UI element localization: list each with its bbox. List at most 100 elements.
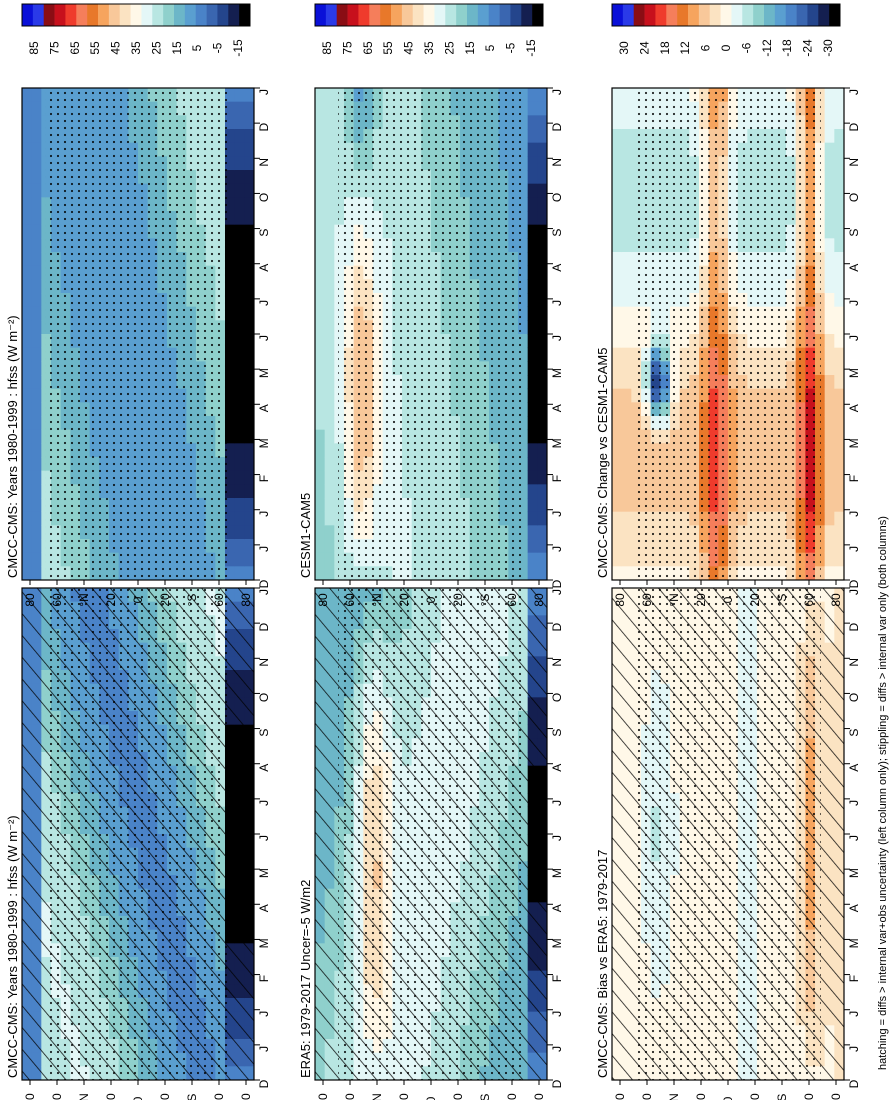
colorbar-swatch xyxy=(348,4,359,26)
month-label: D xyxy=(257,579,271,588)
heat-cell xyxy=(622,525,632,539)
heat-cell xyxy=(22,143,32,157)
heat-cell xyxy=(622,334,632,348)
month-label: N xyxy=(550,158,564,167)
heat-cell xyxy=(622,566,632,580)
colorbar-label: 25 xyxy=(149,41,163,55)
heat-cell xyxy=(235,115,245,129)
colorbar-swatch xyxy=(369,4,380,26)
month-label: M xyxy=(550,438,564,448)
lat-label: 20 xyxy=(748,1093,762,1100)
colorbar-swatch xyxy=(228,4,239,26)
heat-cell xyxy=(622,184,632,198)
month-label: A xyxy=(550,904,564,912)
month-label: J xyxy=(257,835,271,841)
colorbar-swatch xyxy=(521,4,532,26)
heat-cell xyxy=(244,334,254,348)
colorbar-label: 15 xyxy=(170,41,184,55)
heat-cell xyxy=(537,443,547,457)
heat-cell xyxy=(235,443,245,457)
heat-cell xyxy=(22,129,32,143)
colorbar-label: 5 xyxy=(483,44,497,51)
heat-cell xyxy=(612,553,622,567)
heat-cell xyxy=(244,361,254,375)
heat-cell xyxy=(612,238,622,252)
heat-cell xyxy=(32,88,42,102)
heat-cell xyxy=(612,279,622,293)
heat-cell xyxy=(22,170,32,184)
heat-cell xyxy=(315,225,325,239)
colorbar-swatch xyxy=(434,4,445,26)
heat-cell xyxy=(612,307,622,321)
month-label: S xyxy=(257,229,271,237)
heat-cell xyxy=(612,156,622,170)
heat-cell xyxy=(537,430,547,444)
heat-cell xyxy=(235,293,245,307)
heat-cell xyxy=(235,375,245,389)
heat-cell xyxy=(22,525,32,539)
heat-cell xyxy=(315,102,325,116)
heat-cell xyxy=(528,334,538,348)
month-label: O xyxy=(257,693,271,702)
heat-cell xyxy=(612,115,622,129)
colorbar-swatch xyxy=(467,4,478,26)
heat-cell xyxy=(537,566,547,580)
heat-cell xyxy=(325,539,335,553)
heat-cell xyxy=(537,129,547,143)
colorbar-swatch xyxy=(152,4,163,26)
month-label: M xyxy=(550,868,564,878)
heat-cell xyxy=(528,457,538,471)
heat-cell xyxy=(612,88,622,102)
lat-label: 20 xyxy=(397,1093,411,1100)
heat-cell xyxy=(622,143,632,157)
heat-cell xyxy=(622,512,632,526)
heat-cell xyxy=(22,197,32,211)
colorbar-swatch xyxy=(358,4,369,26)
colorbar-label: 85 xyxy=(320,41,334,55)
heat-cell xyxy=(528,266,538,280)
month-label: F xyxy=(847,975,861,982)
heat-cell xyxy=(528,512,538,526)
heat-cell xyxy=(244,525,254,539)
heat-cell xyxy=(235,553,245,567)
heat-cell xyxy=(612,471,622,485)
heat-cell xyxy=(22,102,32,116)
heat-cell xyxy=(528,307,538,321)
lat-label: 60 xyxy=(343,1093,357,1100)
heat-cell xyxy=(32,115,42,129)
month-label: D xyxy=(257,622,271,631)
lat-label: °S xyxy=(775,1094,789,1100)
month-label: O xyxy=(847,693,861,702)
heat-cell xyxy=(235,211,245,225)
heat-cell xyxy=(22,211,32,225)
heat-cell xyxy=(22,279,32,293)
heat-cell xyxy=(622,88,632,102)
heat-cell xyxy=(315,348,325,362)
heat-cell xyxy=(244,293,254,307)
colorbar-swatch xyxy=(380,4,391,26)
month-label: A xyxy=(257,904,271,912)
heat-cell xyxy=(32,184,42,198)
heat-cell xyxy=(622,402,632,416)
heat-cell xyxy=(244,416,254,430)
heat-cell xyxy=(622,348,632,362)
colorbar-label: 65 xyxy=(361,41,375,55)
colorbar-label: 85 xyxy=(27,41,41,55)
heat-cell xyxy=(244,498,254,512)
heat-cell xyxy=(528,402,538,416)
heat-cell xyxy=(244,197,254,211)
lat-label: °N xyxy=(667,1093,681,1100)
lat-label: 20 xyxy=(451,1093,465,1100)
heat-cell xyxy=(315,443,325,457)
lat-label: 60 xyxy=(640,1093,654,1100)
heat-cell xyxy=(244,348,254,362)
month-label: A xyxy=(550,404,564,412)
heat-cell xyxy=(244,211,254,225)
heat-cell xyxy=(315,553,325,567)
panel-title: ERA5: 1979-2017 Uncer=-5 W/m2 xyxy=(298,880,313,1078)
lat-label: °S xyxy=(185,594,199,607)
month-label: M xyxy=(257,368,271,378)
heat-cell xyxy=(528,525,538,539)
heat-cell xyxy=(325,498,335,512)
